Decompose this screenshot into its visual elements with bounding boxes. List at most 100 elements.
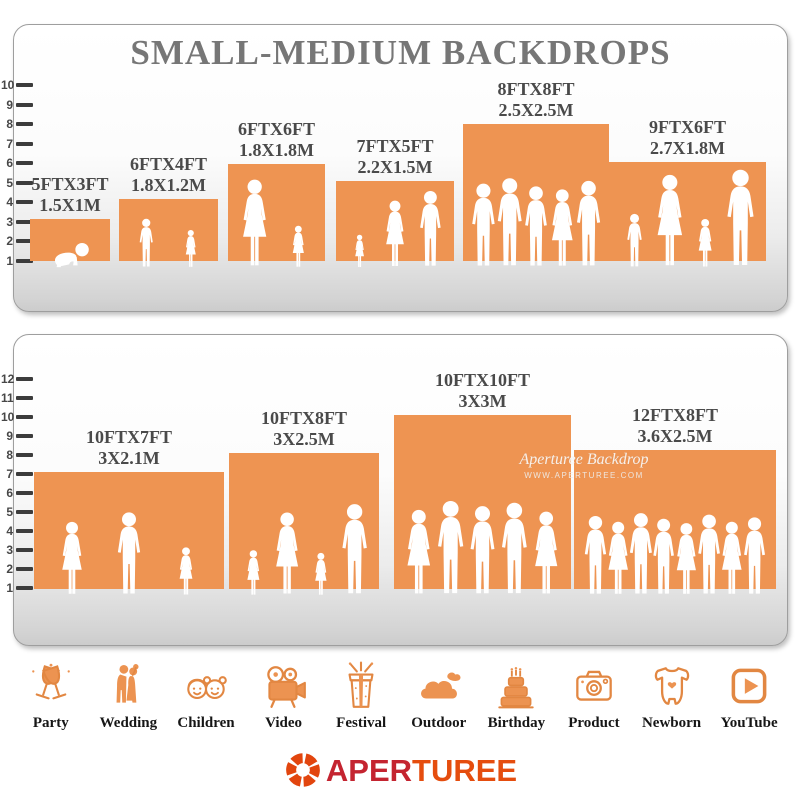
ruler-number: 1 [6,581,13,595]
woman-silhouette [676,523,696,594]
youtube-icon [724,660,774,712]
backdrop: 12FTX8FT 3.6X2.5M [574,405,776,594]
ruler-tick [16,491,33,495]
ruler-tick [16,161,33,165]
backdrop-size-label: 6FTX4FT 1.8X1.2M [130,154,207,196]
girl-silhouette [179,547,193,595]
backdrop-size-ft: 10FTX7FT [85,426,173,447]
product-icon [569,660,619,712]
backdrop-size-ft: 10FTX10FT [434,369,531,390]
ruler-number: 7 [6,467,13,481]
ruler-number: 5 [6,175,13,190]
backdrop-size-label: 5FTX3FT 1.5X1M [31,174,108,216]
woman-silhouette [407,509,431,594]
man-silhouette [584,515,607,594]
backdrops-panel-bottom: 12 11 10 9 8 7 6 5 4 3 2 1 10FTX7FT 3X2.1M 10FTX8FT 3X… [1,334,788,646]
girl-silhouette [247,550,260,595]
category-label: Video [265,715,303,731]
category-label: Festival [336,715,387,731]
wedding-icon [103,660,153,712]
ruler-number: 10 [1,78,15,92]
ruler-tick [16,434,33,438]
category-label: Outdoor [411,715,467,731]
people-silhouettes [472,178,601,266]
ruler-tick [16,567,33,571]
backdrop-size-m: 1.8X1.2M [130,174,206,195]
people-silhouettes [247,504,367,595]
people-silhouettes [627,169,754,267]
category-item-children: Children [167,660,245,732]
people-silhouettes [54,242,89,268]
backdrop-size-m: 1.5X1M [39,194,101,215]
category-item-birthday: Birthday [478,660,556,732]
category-label: Newborn [641,715,702,731]
ruler-tick [16,180,33,185]
ruler-tick [16,377,33,381]
ruler-tick [16,510,33,514]
backdrop-size-m: 3.6X2.5M [637,425,713,446]
category-label: YouTube [720,715,778,731]
backdrop: 7FTX5FT 2.2X1.5M [336,136,454,267]
party-icon [26,660,76,712]
backdrop: 10FTX8FT 3X2.5M [229,408,379,595]
ruler-number: 8 [6,117,13,131]
woman-silhouette [608,521,628,594]
girl-silhouette [315,552,327,595]
aperturee-logo: APERTUREE [0,748,800,792]
girl-silhouette [698,218,712,267]
category-label: Wedding [99,715,158,731]
people-silhouettes [355,190,441,267]
backdrop-size-m: 2.7X1.8M [649,137,725,158]
man-silhouette [727,169,754,266]
man-silhouette [576,180,601,266]
people-silhouettes [62,512,193,595]
backdrop-size-m: 2.5X2.5M [498,99,574,120]
ruler-number: 12 [1,372,15,386]
backdrop-size-m: 3X2.1M [98,447,160,468]
outdoor-icon [414,660,464,712]
backdrop: 10FTX10FT 3X3M [394,370,571,594]
woman-silhouette [551,189,573,266]
category-label: Children [177,715,235,731]
birthday-icon [491,660,541,712]
people-silhouettes [407,500,558,594]
man-silhouette [497,178,522,266]
ruler-tick [16,529,33,533]
category-item-wedding: Wedding [90,660,168,732]
category-label: Product [568,715,620,731]
backdrop-size-label: 10FTX10FT 3X3M [435,370,530,412]
man-silhouette [117,512,141,594]
backdrop: 9FTX6FT 2.7X1.8M [609,117,766,267]
ruler-tick [16,258,33,263]
backdrop-size-ft: 10FTX8FT [260,407,348,428]
logo-text-secondary: TUREE [412,752,518,788]
backdrop-size-ft: 6FTX4FT [129,153,208,174]
backdrop-size-label: 9FTX6FT 2.7X1.8M [649,117,726,159]
logo-text: APERTUREE [326,755,517,786]
ruler-tick [16,200,33,204]
ruler-number: 2 [6,562,13,576]
woman-silhouette [386,200,404,266]
backdrop-size-ft: 8FTX8FT [497,78,575,99]
backdrop-size-label: 12FTX8FT 3.6X2.5M [632,405,718,447]
man-silhouette [525,186,547,266]
backdrops-panel-top: SMALL-MEDIUM BACKDROPS 10 9 8 7 6 5 4 3 2 1 5FTX3… [1,24,788,312]
backdrop-size-m: 2.2X1.5M [357,156,433,177]
backdrop-size-ft: 7FTX5FT [356,135,434,156]
backdrop: 5FTX3FT 1.5X1M [30,174,110,268]
category-item-youtube: YouTube [710,660,788,732]
category-item-video: Video [245,660,323,732]
backdrop-size-label: 6FTX6FT 1.8X1.8M [238,119,315,161]
ruler-number: 1 [6,253,13,268]
ruler-tick [16,548,33,552]
ruler-number: 3 [6,214,13,229]
woman-silhouette [535,511,558,594]
man-silhouette [698,514,720,594]
ruler-number: 8 [6,448,13,462]
backdrop-size-m: 1.8X1.8M [238,139,314,160]
category-item-newborn: Newborn [633,660,711,732]
backdrop: 6FTX4FT 1.8X1.2M [119,154,218,267]
woman-silhouette [62,521,82,594]
ruler-tick [16,415,33,419]
backdrop-size-ft: 5FTX3FT [31,173,109,194]
